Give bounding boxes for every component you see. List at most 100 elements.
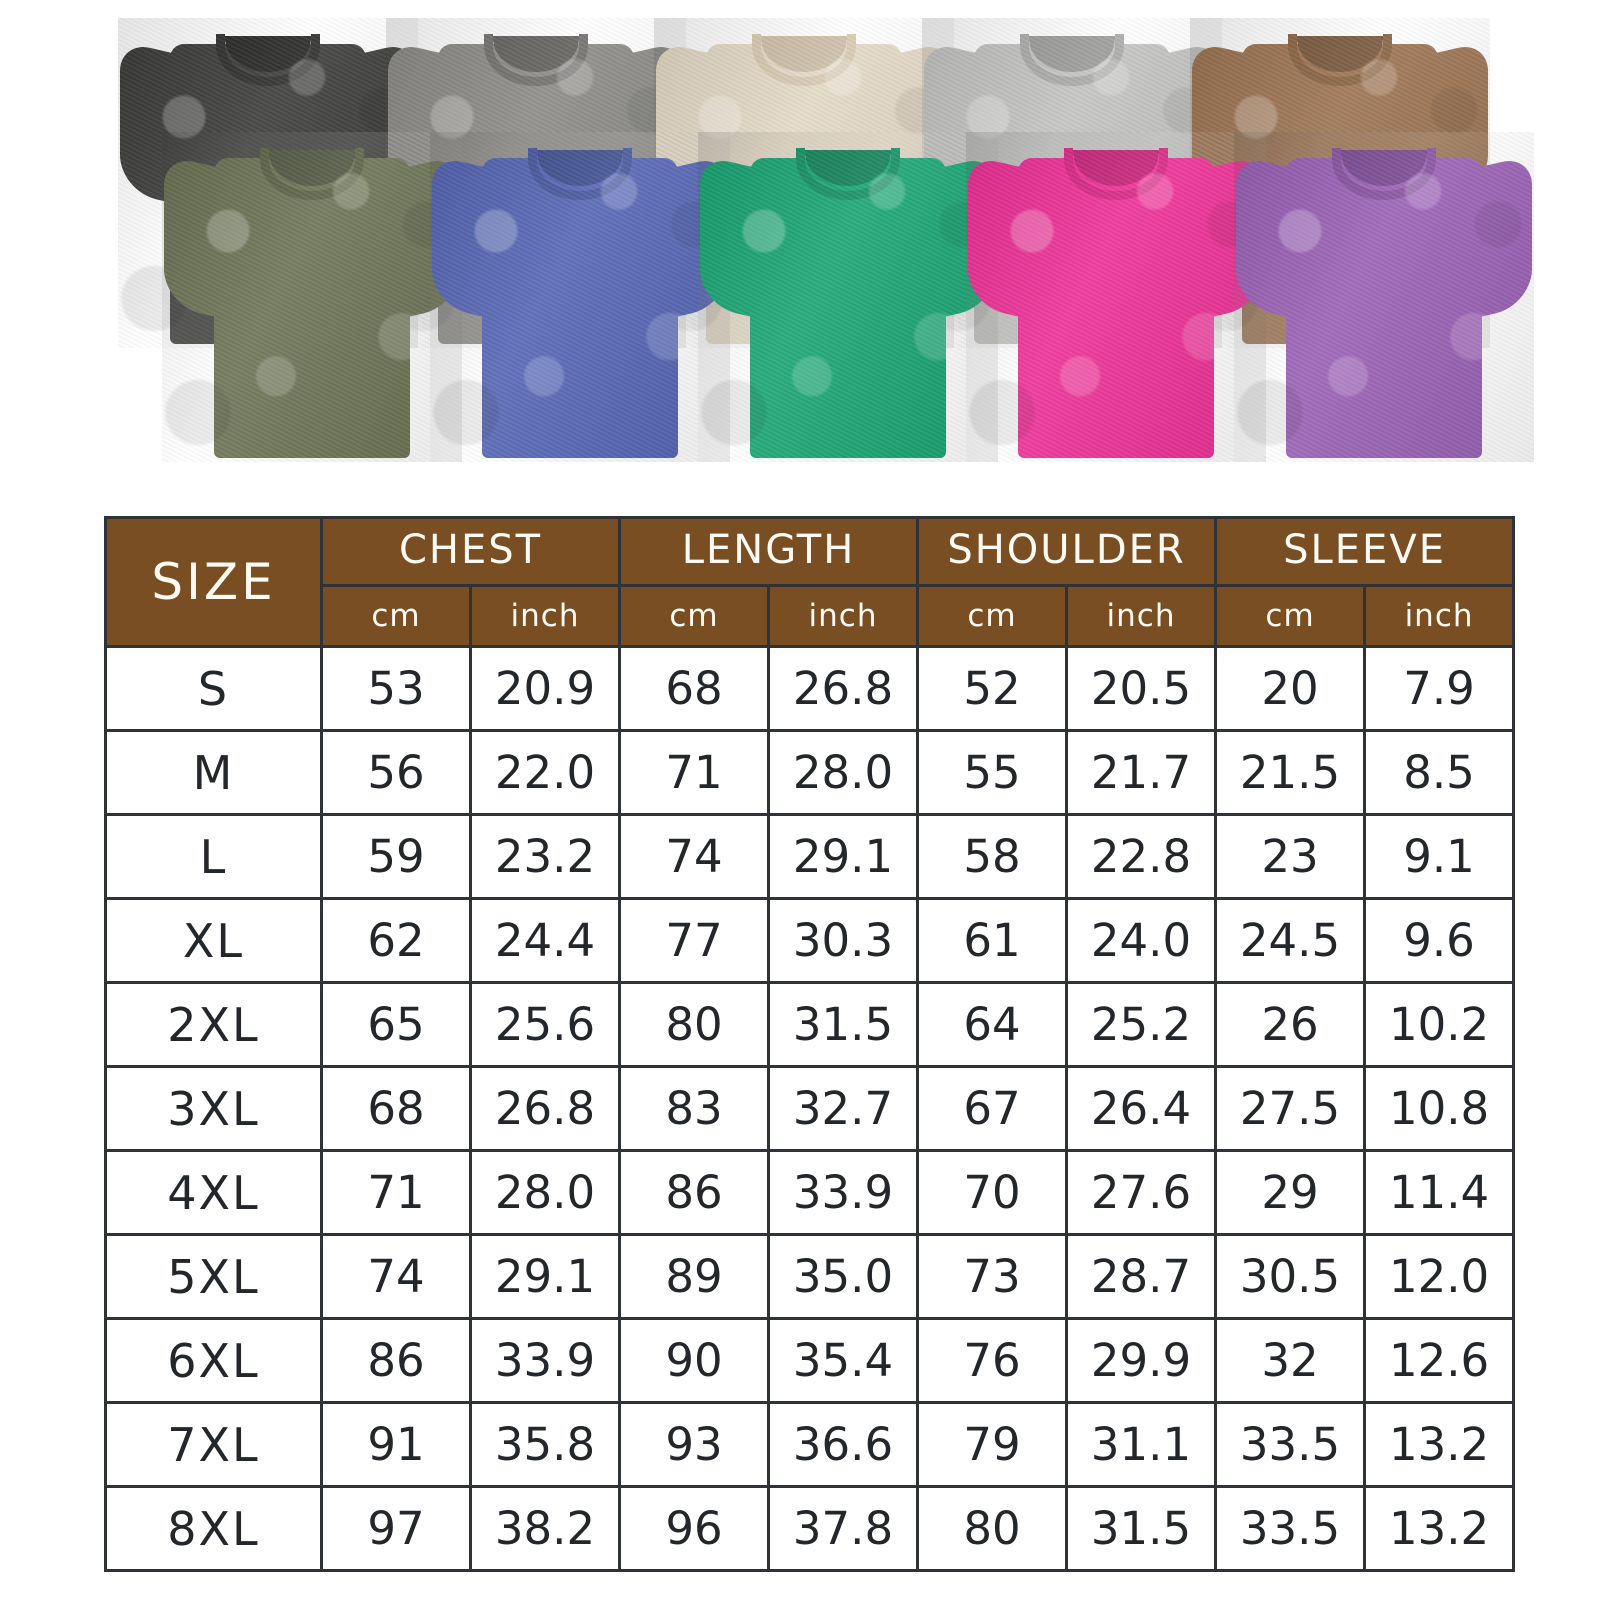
cell-size: 6XL — [104, 1317, 323, 1404]
header-unit-sleeve-cm: cm — [1214, 584, 1367, 648]
cell-shoulder-inch: 21.7 — [1065, 729, 1218, 816]
cell-sleeve-inch: 7.9 — [1363, 645, 1516, 732]
cell-sleeve-cm: 27.5 — [1214, 1065, 1367, 1152]
cell-sleeve-inch: 9.1 — [1363, 813, 1516, 900]
tshirt-collar — [1020, 34, 1124, 86]
tshirt-collar — [216, 34, 320, 86]
cell-length-cm: 89 — [618, 1233, 771, 1320]
cell-chest-cm: 97 — [320, 1485, 472, 1572]
cell-chest-inch: 25.6 — [468, 981, 622, 1068]
tshirt-purple — [1234, 132, 1534, 462]
cell-length-inch: 35.4 — [767, 1317, 920, 1404]
tshirt-collar — [260, 148, 364, 200]
cell-length-inch: 26.8 — [767, 645, 920, 732]
cell-size: 7XL — [104, 1401, 323, 1488]
cell-chest-cm: 86 — [320, 1317, 472, 1404]
cell-length-cm: 90 — [618, 1317, 771, 1404]
cell-sleeve-cm: 33.5 — [1214, 1485, 1367, 1572]
cell-size: 4XL — [104, 1149, 323, 1236]
table-row: S 53 20.9 68 26.8 52 20.5 20 7.9 — [104, 645, 1516, 732]
cell-sleeve-inch: 10.2 — [1363, 981, 1516, 1068]
table-row: XL 62 24.4 77 30.3 61 24.0 24.5 9.6 — [104, 897, 1516, 984]
cell-sleeve-inch: 8.5 — [1363, 729, 1516, 816]
tshirt-collar — [484, 34, 588, 86]
cell-shoulder-cm: 80 — [916, 1485, 1069, 1572]
cell-chest-cm: 62 — [320, 897, 472, 984]
cell-chest-inch: 23.2 — [468, 813, 622, 900]
cell-chest-cm: 68 — [320, 1065, 472, 1152]
cell-length-cm: 68 — [618, 645, 771, 732]
table-row: 2XL 65 25.6 80 31.5 64 25.2 26 10.2 — [104, 981, 1516, 1068]
header-group-sleeve: SLEEVE — [1214, 516, 1516, 587]
cell-shoulder-cm: 64 — [916, 981, 1069, 1068]
cell-length-inch: 36.6 — [767, 1401, 920, 1488]
cell-sleeve-cm: 33.5 — [1214, 1401, 1367, 1488]
cell-sleeve-inch: 13.2 — [1363, 1485, 1516, 1572]
cell-length-inch: 37.8 — [767, 1485, 920, 1572]
cell-length-cm: 86 — [618, 1149, 771, 1236]
cell-sleeve-inch: 13.2 — [1363, 1401, 1516, 1488]
header-row-groups: SIZE CHEST LENGTH SHOULDER SLEEVE — [104, 516, 1516, 648]
cell-chest-cm: 59 — [320, 813, 472, 900]
cell-chest-inch: 28.0 — [468, 1149, 622, 1236]
header-group-chest: CHEST — [319, 516, 622, 587]
size-chart-table: SIZE CHEST LENGTH SHOULDER SLEEVE cm inc… — [104, 516, 1516, 1572]
cell-chest-inch: 20.9 — [468, 645, 622, 732]
table-row: L 59 23.2 74 29.1 58 22.8 23 9.1 — [104, 813, 1516, 900]
table-row: 7XL 91 35.8 93 36.6 79 31.1 33.5 13.2 — [104, 1401, 1516, 1488]
tshirt-collar — [1288, 34, 1392, 86]
cell-chest-cm: 53 — [320, 645, 472, 732]
cell-sleeve-cm: 26 — [1214, 981, 1367, 1068]
tshirt-collar — [752, 34, 856, 86]
cell-chest-cm: 65 — [320, 981, 472, 1068]
cell-chest-inch: 24.4 — [468, 897, 622, 984]
table-row: 5XL 74 29.1 89 35.0 73 28.7 30.5 12.0 — [104, 1233, 1516, 1320]
cell-sleeve-cm: 24.5 — [1214, 897, 1367, 984]
header-unit-shoulder-cm: cm — [916, 584, 1069, 648]
table-row: 4XL 71 28.0 86 33.9 70 27.6 29 11.4 — [104, 1149, 1516, 1236]
cell-shoulder-inch: 28.7 — [1065, 1233, 1218, 1320]
cell-shoulder-cm: 67 — [916, 1065, 1069, 1152]
tshirt-torso — [482, 158, 678, 458]
cell-size: 2XL — [104, 981, 323, 1068]
header-unit-length-inch: inch — [767, 584, 920, 648]
cell-shoulder-inch: 31.1 — [1065, 1401, 1218, 1488]
cell-length-cm: 93 — [618, 1401, 771, 1488]
cell-length-cm: 96 — [618, 1485, 771, 1572]
header-unit-chest-cm: cm — [320, 584, 472, 648]
cell-sleeve-inch: 12.0 — [1363, 1233, 1516, 1320]
header-unit-length-cm: cm — [618, 584, 771, 648]
header-group-shoulder: SHOULDER — [916, 516, 1218, 587]
cell-length-inch: 29.1 — [767, 813, 920, 900]
tshirt-collar — [1064, 148, 1168, 200]
header-unit-shoulder-inch: inch — [1065, 584, 1218, 648]
cell-chest-inch: 33.9 — [468, 1317, 622, 1404]
cell-size: 3XL — [104, 1065, 323, 1152]
cell-size: 5XL — [104, 1233, 323, 1320]
cell-chest-cm: 56 — [320, 729, 472, 816]
cell-shoulder-inch: 27.6 — [1065, 1149, 1218, 1236]
table-row: 3XL 68 26.8 83 32.7 67 26.4 27.5 10.8 — [104, 1065, 1516, 1152]
cell-shoulder-inch: 26.4 — [1065, 1065, 1218, 1152]
header-unit-chest-inch: inch — [468, 584, 622, 648]
cell-sleeve-inch: 10.8 — [1363, 1065, 1516, 1152]
cell-sleeve-cm: 23 — [1214, 813, 1367, 900]
tshirt-emerald-green — [698, 132, 998, 462]
cell-length-inch: 30.3 — [767, 897, 920, 984]
tshirt-collar — [1332, 148, 1436, 200]
tshirt-royal-blue — [430, 132, 730, 462]
cell-shoulder-cm: 73 — [916, 1233, 1069, 1320]
cell-length-cm: 83 — [618, 1065, 771, 1152]
tshirt-torso — [1018, 158, 1214, 458]
cell-shoulder-inch: 22.8 — [1065, 813, 1218, 900]
cell-sleeve-inch: 11.4 — [1363, 1149, 1516, 1236]
cell-chest-cm: 71 — [320, 1149, 472, 1236]
table-row: 6XL 86 33.9 90 35.4 76 29.9 32 12.6 — [104, 1317, 1516, 1404]
cell-sleeve-inch: 12.6 — [1363, 1317, 1516, 1404]
table-row: 8XL 97 38.2 96 37.8 80 31.5 33.5 13.2 — [104, 1485, 1516, 1572]
cell-shoulder-cm: 79 — [916, 1401, 1069, 1488]
cell-shoulder-inch: 24.0 — [1065, 897, 1218, 984]
cell-length-cm: 74 — [618, 813, 771, 900]
header-row-units: cm inch cm inch cm inch cm inch — [106, 584, 1516, 648]
cell-size: 8XL — [104, 1485, 323, 1572]
